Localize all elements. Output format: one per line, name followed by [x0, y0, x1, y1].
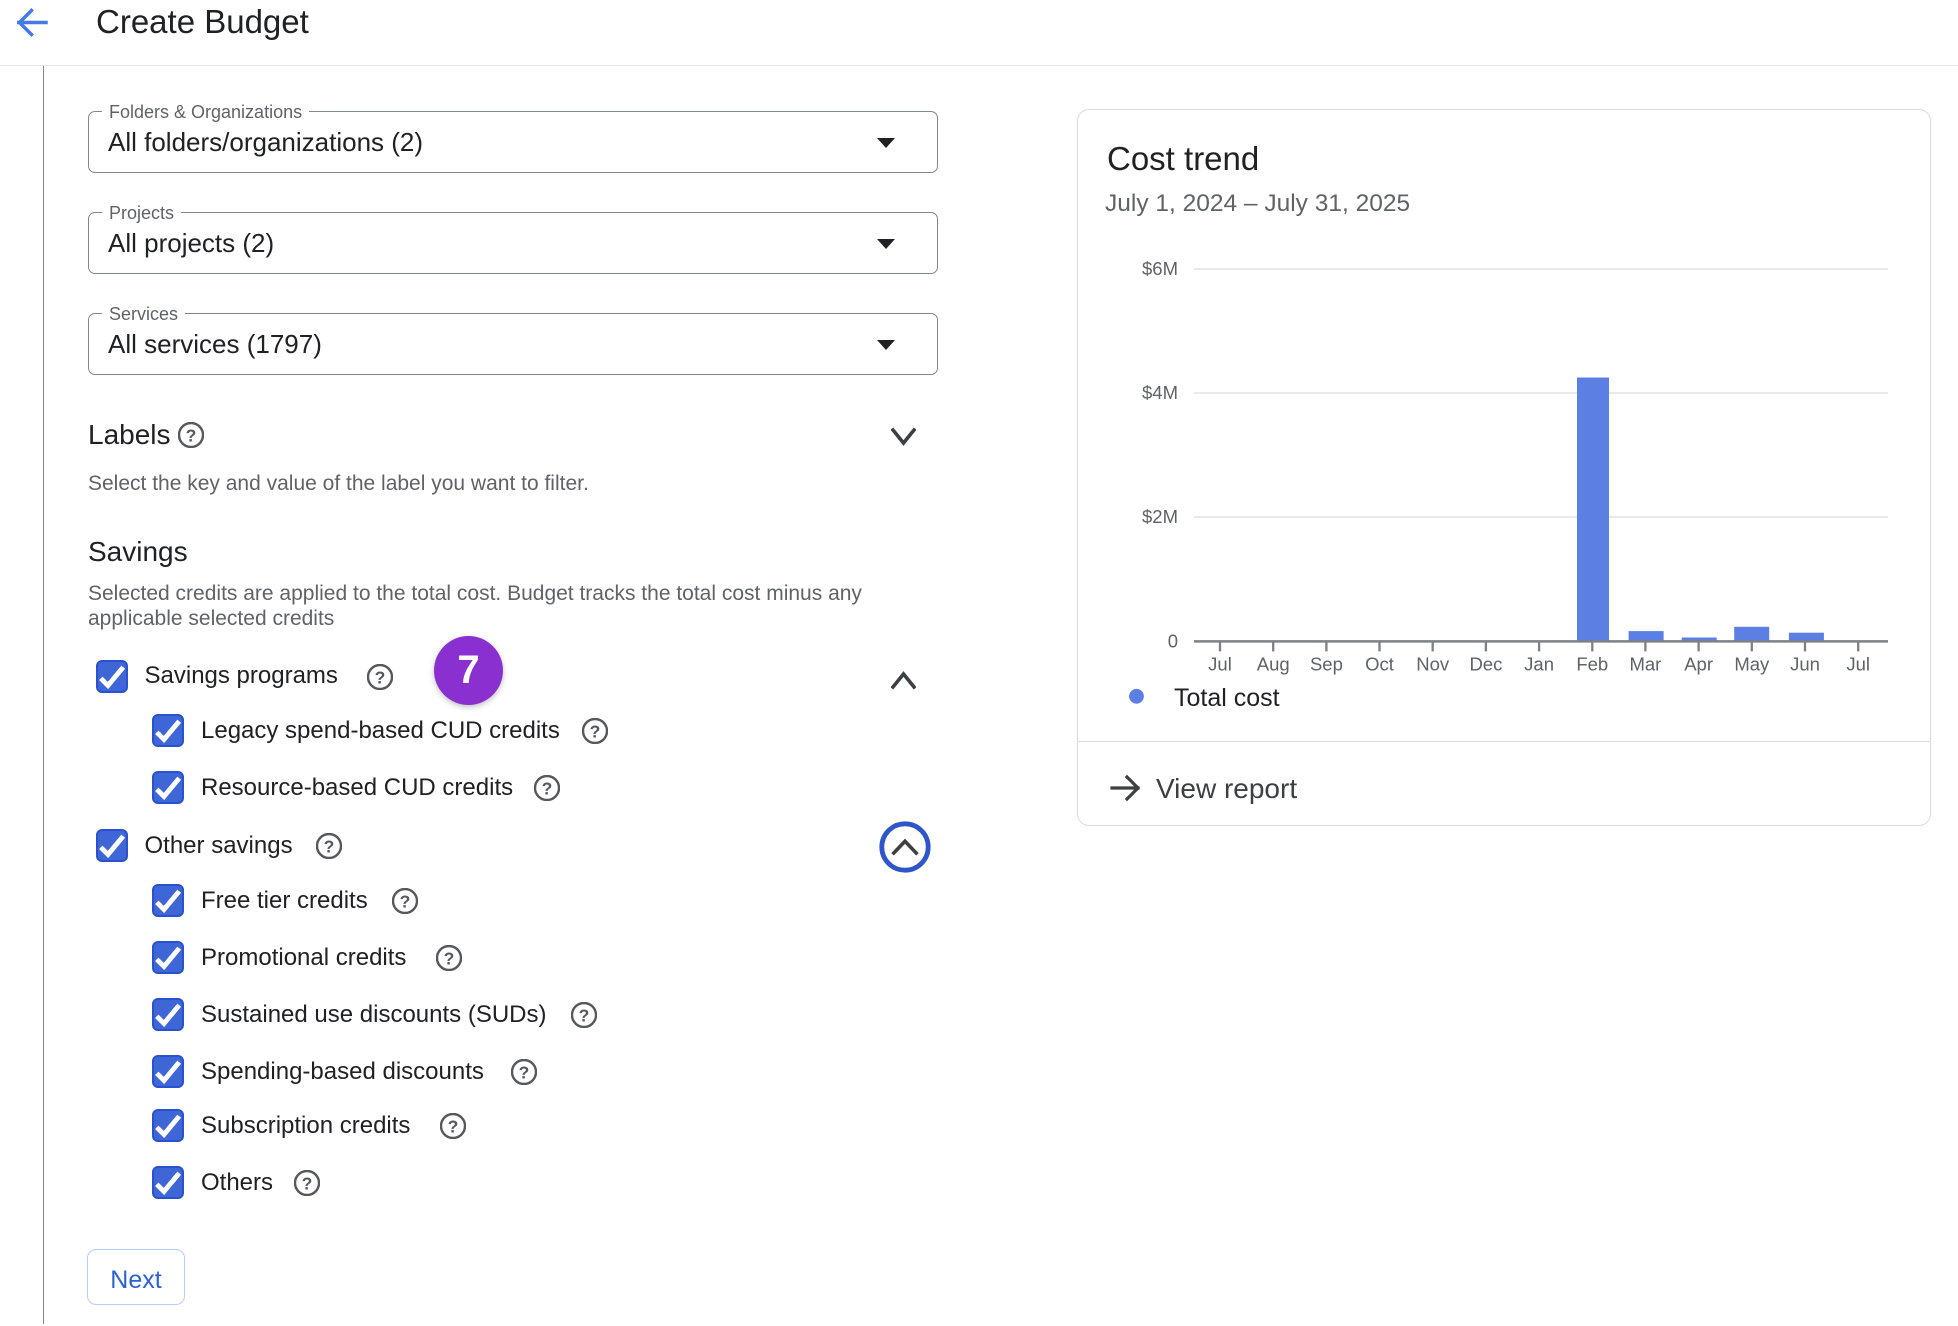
svg-text:?: ? [302, 1174, 313, 1194]
svg-text:$4M: $4M [1142, 382, 1178, 403]
svg-text:Jul: Jul [1846, 653, 1870, 674]
svg-text:?: ? [519, 1063, 530, 1083]
svg-text:?: ? [186, 426, 197, 446]
svg-text:Aug: Aug [1257, 653, 1290, 674]
svg-text:Jun: Jun [1790, 653, 1820, 674]
svg-text:?: ? [400, 892, 411, 912]
svg-text:?: ? [324, 837, 335, 857]
svg-text:?: ? [579, 1006, 590, 1026]
svg-text:Dec: Dec [1469, 653, 1502, 674]
svg-text:Apr: Apr [1684, 653, 1713, 674]
svg-text:Jan: Jan [1524, 653, 1554, 674]
svg-text:?: ? [375, 667, 386, 687]
svg-text:Jul: Jul [1208, 653, 1232, 674]
svg-text:Sep: Sep [1310, 653, 1343, 674]
svg-text:0: 0 [1168, 630, 1178, 651]
svg-text:?: ? [590, 722, 601, 742]
svg-text:May: May [1734, 653, 1770, 674]
svg-text:$2M: $2M [1142, 506, 1178, 527]
svg-text:?: ? [542, 779, 553, 799]
svg-text:?: ? [448, 1117, 459, 1137]
svg-text:Oct: Oct [1365, 653, 1394, 674]
svg-text:Nov: Nov [1416, 653, 1450, 674]
svg-text:Mar: Mar [1629, 653, 1661, 674]
svg-text:Feb: Feb [1576, 653, 1608, 674]
svg-text:Total cost: Total cost [1174, 684, 1280, 712]
svg-text:$6M: $6M [1142, 258, 1178, 279]
svg-text:?: ? [444, 949, 455, 969]
